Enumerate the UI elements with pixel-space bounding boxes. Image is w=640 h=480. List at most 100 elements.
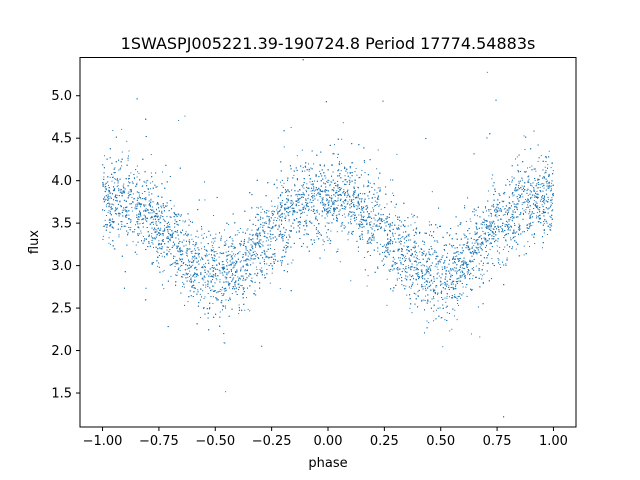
data-point: [179, 254, 181, 256]
data-point: [220, 235, 222, 237]
data-point: [480, 273, 482, 275]
data-point: [448, 296, 450, 298]
data-point: [167, 225, 169, 227]
data-point: [288, 215, 290, 217]
data-point: [343, 225, 345, 227]
data-point: [405, 265, 407, 267]
data-point: [372, 234, 374, 236]
data-point: [372, 225, 374, 227]
data-point: [114, 210, 116, 212]
data-point: [317, 199, 319, 201]
data-point: [265, 255, 267, 257]
data-point: [292, 210, 294, 212]
data-point: [285, 220, 287, 222]
data-point: [413, 269, 415, 271]
data-point: [119, 213, 121, 215]
data-point: [528, 175, 530, 177]
data-point: [527, 204, 529, 206]
data-point: [529, 209, 531, 211]
data-point: [486, 71, 488, 73]
data-point: [435, 309, 437, 311]
data-point: [227, 272, 229, 274]
data-point: [518, 180, 520, 182]
data-point: [225, 391, 227, 393]
data-point: [175, 221, 177, 223]
data-point: [108, 198, 110, 200]
data-point: [242, 256, 244, 258]
data-point: [322, 211, 324, 213]
data-point: [356, 174, 358, 176]
data-point: [368, 215, 370, 217]
data-point: [113, 248, 115, 250]
data-point: [268, 219, 270, 221]
data-point: [418, 258, 420, 260]
data-point: [203, 233, 205, 235]
data-point: [467, 272, 469, 274]
data-point: [523, 210, 525, 212]
data-point: [431, 279, 433, 281]
data-point: [155, 223, 157, 225]
data-point: [357, 203, 359, 205]
data-point: [509, 219, 511, 221]
data-point: [370, 211, 372, 213]
data-point: [358, 227, 360, 229]
data-point: [234, 255, 236, 257]
data-point: [343, 202, 345, 204]
chart-title: 1SWASPJ005221.39-190724.8 Period 17774.5…: [121, 34, 536, 53]
data-point: [400, 225, 402, 227]
data-point: [536, 212, 538, 214]
data-point: [163, 269, 165, 271]
data-point: [415, 250, 417, 252]
data-point: [542, 247, 544, 249]
data-point: [240, 260, 242, 262]
data-point: [304, 194, 306, 196]
data-point: [470, 220, 472, 222]
data-point: [183, 239, 185, 241]
data-point: [546, 183, 548, 185]
data-point: [535, 203, 536, 205]
data-point: [518, 225, 520, 227]
data-point: [408, 257, 410, 259]
data-point: [233, 261, 235, 263]
data-point: [508, 181, 510, 183]
data-point: [483, 273, 485, 275]
data-point: [325, 177, 327, 179]
data-point: [424, 285, 426, 287]
data-point: [466, 266, 468, 268]
data-point: [262, 225, 264, 227]
data-point: [404, 260, 406, 262]
data-point: [156, 216, 158, 217]
data-point: [179, 257, 181, 259]
data-point: [520, 213, 522, 215]
data-point: [205, 286, 207, 288]
data-point: [493, 233, 495, 235]
data-point: [122, 192, 124, 194]
data-point: [269, 282, 271, 284]
data-point: [362, 217, 364, 219]
data-point: [252, 262, 254, 264]
data-point: [337, 204, 339, 206]
data-point: [285, 252, 287, 254]
data-point: [142, 222, 144, 224]
data-point: [158, 203, 160, 205]
data-point: [246, 269, 248, 271]
data-point: [343, 189, 345, 191]
data-point: [358, 202, 360, 204]
data-point: [282, 236, 284, 238]
data-point: [346, 203, 348, 205]
data-point: [512, 217, 514, 219]
data-point: [342, 214, 344, 216]
data-point: [437, 241, 439, 243]
data-point: [337, 197, 339, 199]
data-point: [331, 181, 333, 183]
data-point: [313, 180, 315, 182]
data-point: [288, 208, 290, 210]
data-point: [422, 253, 424, 255]
data-point: [533, 187, 535, 189]
data-point: [158, 240, 160, 242]
data-point: [398, 277, 400, 279]
data-point: [473, 245, 475, 247]
data-point: [108, 189, 110, 191]
data-point: [143, 205, 145, 207]
data-point: [129, 221, 131, 223]
